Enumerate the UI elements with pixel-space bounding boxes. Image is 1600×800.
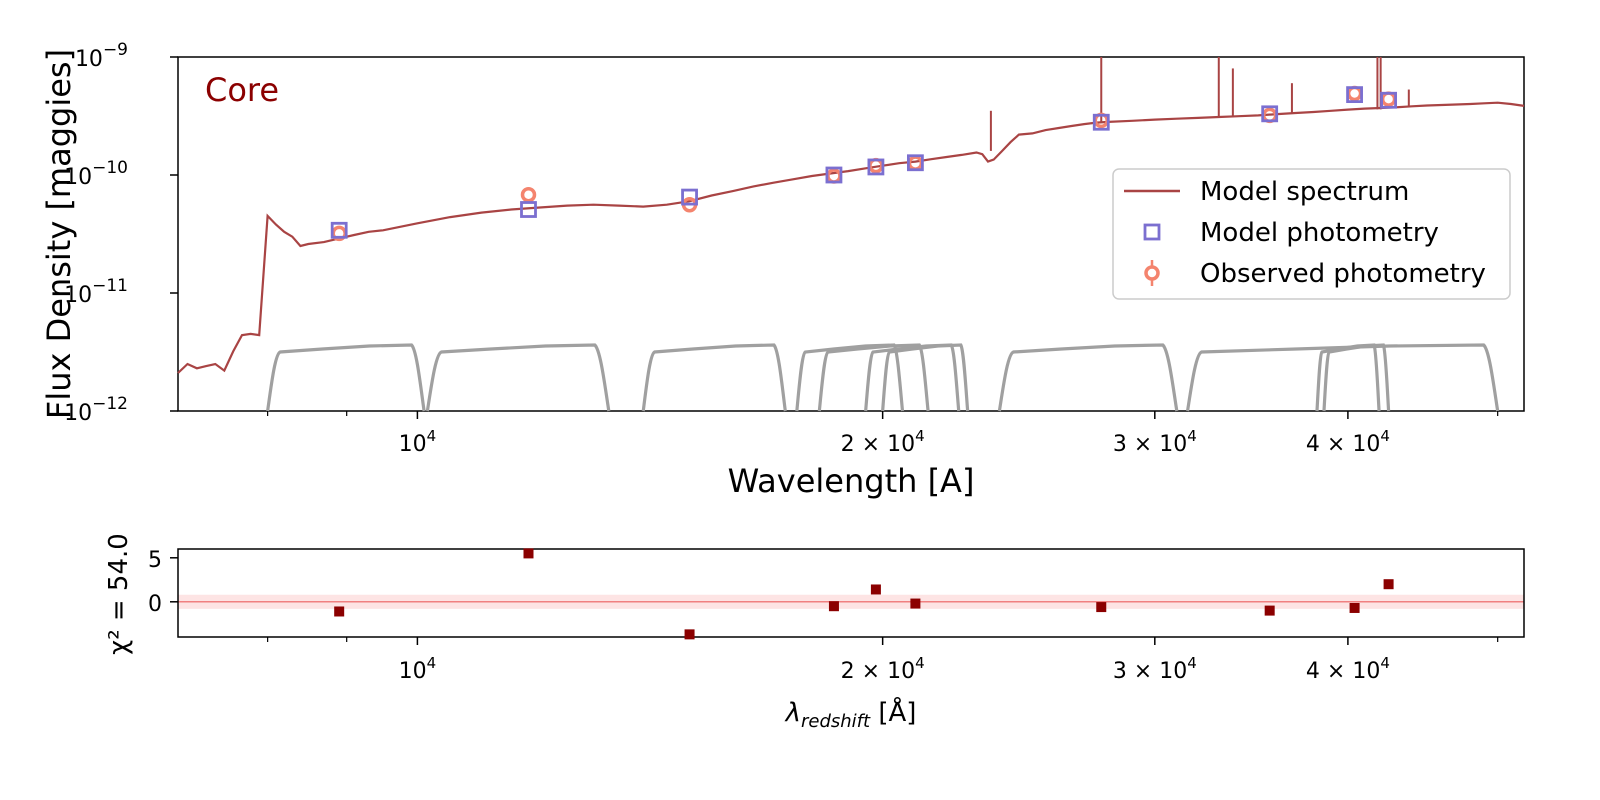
y-axis-title: Flux Density [maggies] bbox=[40, 49, 78, 419]
residual-point bbox=[828, 601, 839, 612]
residual-point bbox=[1096, 602, 1107, 613]
filter-curve bbox=[817, 343, 930, 412]
residual-point bbox=[334, 606, 345, 617]
x-tick-label: 4 × 104 bbox=[1306, 427, 1390, 457]
filter-curve bbox=[266, 343, 426, 412]
model-photometry-point bbox=[1346, 86, 1363, 104]
model-photometry-points bbox=[330, 86, 1397, 239]
filter-curve bbox=[881, 343, 970, 412]
filter-curve bbox=[1185, 343, 1500, 412]
y-tick-label: 10−9 bbox=[75, 40, 128, 72]
model-photometry-point bbox=[520, 201, 537, 218]
residual-point bbox=[1264, 605, 1275, 616]
residual-points bbox=[334, 548, 1394, 640]
legend-circle-marker bbox=[1144, 265, 1160, 281]
filter-curve bbox=[425, 343, 611, 412]
residual-axis-ticks: 104 2 × 104 3 × 104 4 × 104 5 0 bbox=[148, 548, 1499, 684]
x-tick-label: 104 bbox=[399, 427, 437, 457]
residual-point bbox=[1349, 602, 1360, 613]
filter-curve bbox=[864, 343, 961, 412]
residual-x-tick-label: 2 × 104 bbox=[841, 654, 925, 684]
model-spectrum-path bbox=[177, 101, 1525, 374]
sed-plot-frame bbox=[177, 56, 1525, 412]
model-photometry-point bbox=[825, 166, 843, 184]
residual-point bbox=[1383, 579, 1394, 590]
residual-x-tick-label: 3 × 104 bbox=[1113, 654, 1197, 684]
legend-label: Model photometry bbox=[1200, 218, 1439, 248]
observed-photometry-point bbox=[826, 168, 842, 184]
residual-y-tick-label: 0 bbox=[148, 592, 162, 617]
x-tick-label: 3 × 104 bbox=[1113, 427, 1197, 457]
residual-point bbox=[684, 629, 695, 640]
observed-photometry-point bbox=[1346, 85, 1363, 102]
filter-curves bbox=[266, 343, 1500, 412]
model-photometry-point bbox=[906, 154, 924, 172]
residual-y-axis-title: χ² = 54.0 bbox=[104, 533, 134, 655]
residual-point bbox=[910, 598, 921, 609]
observed-photometry-point bbox=[520, 187, 537, 203]
observed-photometry-point bbox=[907, 155, 924, 171]
model-photometry-point bbox=[1261, 105, 1279, 123]
filter-curve bbox=[795, 343, 905, 412]
legend-square-marker bbox=[1143, 223, 1161, 241]
filter-curve bbox=[641, 343, 787, 412]
observed-photometry-point bbox=[1380, 91, 1397, 107]
legend-frame bbox=[1112, 168, 1511, 300]
residual-point bbox=[523, 548, 534, 559]
model-photometry-point bbox=[1092, 113, 1110, 131]
filter-curve bbox=[1322, 343, 1391, 412]
legend: Model spectrum Model photometry Observed p… bbox=[1112, 168, 1511, 300]
legend-label: Observed photometry bbox=[1200, 259, 1486, 289]
residual-y-tick-label: 5 bbox=[148, 548, 162, 573]
model-photometry-point bbox=[867, 158, 885, 176]
sed-panel: 104 2 × 104 3 × 104 4 × 10410−910−1010−1110… bbox=[40, 40, 1525, 500]
residual-panel: 104 2 × 104 3 × 104 4 × 104 5 0 λredshift [Å]… bbox=[104, 533, 1525, 732]
model-photometry-point bbox=[330, 221, 348, 239]
residual-point bbox=[870, 584, 881, 595]
model-photometry-point bbox=[681, 188, 698, 206]
x-axis-title: Wavelength [A] bbox=[728, 462, 975, 500]
residual-x-axis-title: λredshift [Å] bbox=[784, 696, 917, 732]
residual-x-tick-label: 104 bbox=[399, 654, 437, 684]
legend-label: Model spectrum bbox=[1200, 177, 1409, 207]
filter-curve bbox=[997, 343, 1179, 412]
residual-plot-frame bbox=[177, 548, 1525, 638]
residual-x-tick-label: 4 × 104 bbox=[1306, 654, 1390, 684]
x-tick-label: 2 × 104 bbox=[841, 427, 925, 457]
panel-annotation: Core bbox=[205, 71, 279, 109]
model-photometry-point bbox=[1380, 91, 1397, 109]
